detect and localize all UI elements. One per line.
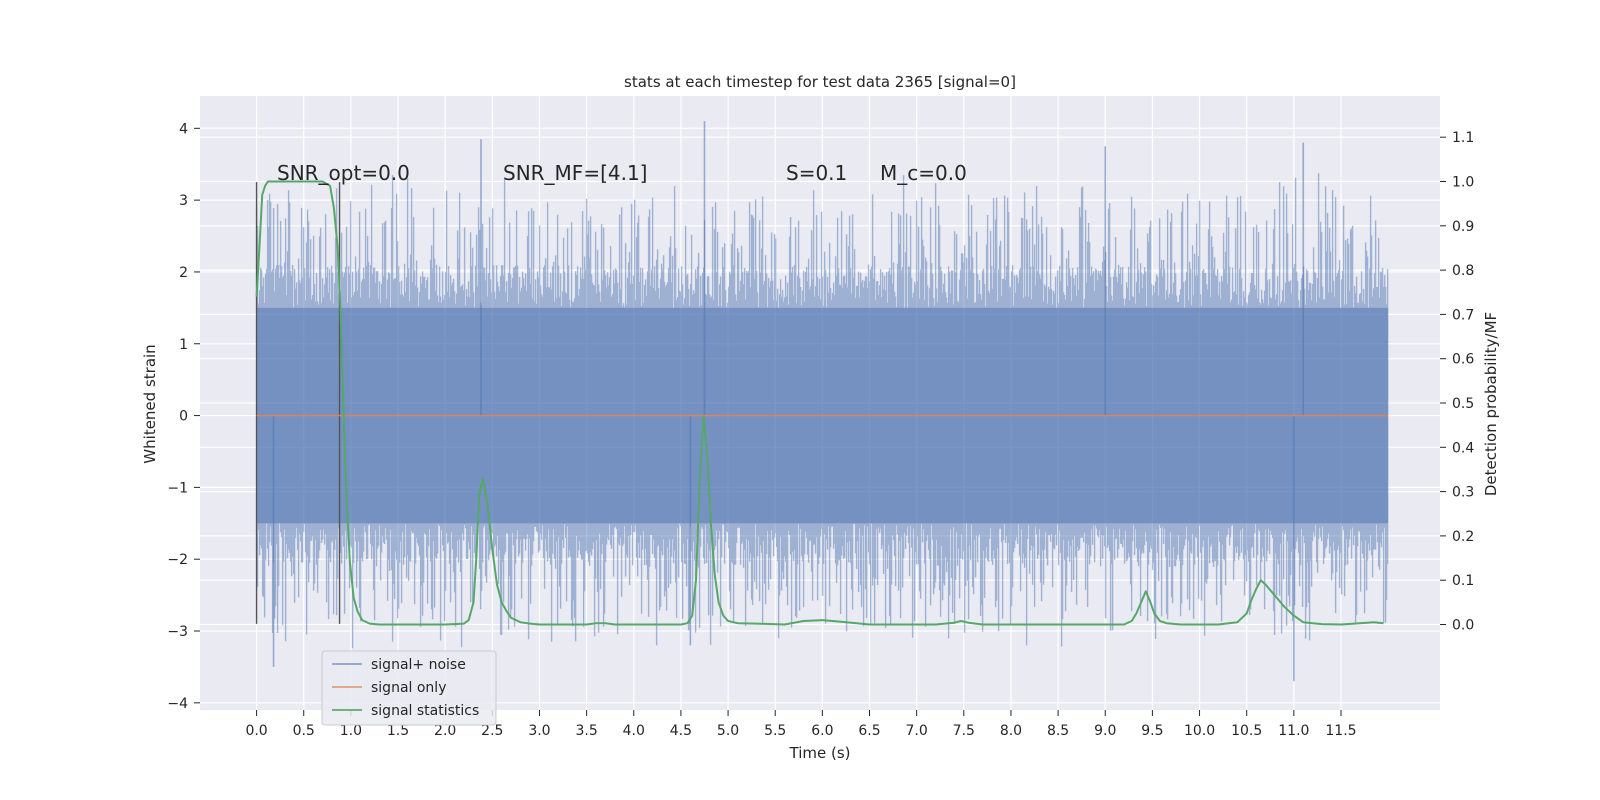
y-left-tick-label: −3 xyxy=(167,624,188,640)
x-tick-label: 8.5 xyxy=(1047,723,1069,739)
x-tick-label: 7.5 xyxy=(953,723,975,739)
marker-lines xyxy=(255,182,341,624)
legend-label: signal statistics xyxy=(371,703,479,719)
y-axis-right-title: Detection probability/MF xyxy=(1482,312,1500,496)
x-tick-label: 9.5 xyxy=(1141,723,1163,739)
annotations: SNR_opt=0.0 SNR_MF=[4.1] S=0.1 M_c=0.0 xyxy=(277,161,967,185)
legend: signal+ noise signal only signal statistic… xyxy=(321,650,497,726)
y-left-tick-label: 1 xyxy=(179,337,188,353)
y-right-tick-label: 0.5 xyxy=(1452,396,1474,412)
y-right-tick-label: 0.1 xyxy=(1452,573,1474,589)
x-tick-label: 11.5 xyxy=(1325,723,1356,739)
y-left-tick-label: 2 xyxy=(179,265,188,281)
x-axis-title: Time (s) xyxy=(789,744,851,762)
x-tick-label: 7.0 xyxy=(906,723,928,739)
y-left-tick-label: −4 xyxy=(167,696,188,712)
y-right-tick-label: 0.4 xyxy=(1452,440,1474,456)
chart-title: stats at each timestep for test data 236… xyxy=(624,73,1016,91)
x-tick-label: 11.0 xyxy=(1278,723,1309,739)
legend-label: signal only xyxy=(371,680,446,696)
y-right-tick-label: 0.7 xyxy=(1452,307,1474,323)
y-axis-left-ticks: −4 −3 −2 −1 0 1 2 3 4 xyxy=(167,121,200,712)
x-tick-label: 1.0 xyxy=(340,723,362,739)
annotation-snr-opt: SNR_opt=0.0 xyxy=(277,161,410,185)
y-left-tick-label: 4 xyxy=(179,121,188,137)
x-tick-label: 2.5 xyxy=(481,723,503,739)
annotation-snr-mf: SNR_MF=[4.1] xyxy=(503,161,647,185)
y-axis-left-title: Whitened strain xyxy=(141,344,159,463)
x-tick-label: 6.5 xyxy=(858,723,880,739)
legend-label: signal+ noise xyxy=(371,657,466,673)
y-right-tick-label: 1.0 xyxy=(1452,174,1474,190)
x-axis-ticks: 0.0 0.5 1.0 1.5 2.0 2.5 3.0 3.5 4.0 4.5 5.0 5.5 6.0 6… xyxy=(245,710,1357,739)
y-right-tick-label: 0.2 xyxy=(1452,529,1474,545)
x-tick-label: 1.5 xyxy=(387,723,409,739)
x-tick-label: 0.5 xyxy=(293,723,315,739)
x-tick-label: 5.0 xyxy=(717,723,739,739)
x-tick-label: 3.0 xyxy=(528,723,550,739)
x-tick-label: 8.0 xyxy=(1000,723,1022,739)
y-axis-right-ticks: 0.0 0.1 0.2 0.3 0.4 0.5 0.6 0.7 0.8 0.9 1.0 1.1 xyxy=(1440,130,1474,634)
annotation-mc: M_c=0.0 xyxy=(880,161,967,185)
signal-statistics-line xyxy=(255,180,1384,626)
x-tick-label: 3.5 xyxy=(575,723,597,739)
y-right-tick-label: 0.3 xyxy=(1452,485,1474,501)
x-tick-label: 6.0 xyxy=(811,723,833,739)
x-tick-label: 2.0 xyxy=(434,723,456,739)
y-right-tick-label: 1.1 xyxy=(1452,130,1474,146)
x-tick-label: 5.5 xyxy=(764,723,786,739)
x-tick-label: 9.0 xyxy=(1094,723,1116,739)
x-tick-label: 10.0 xyxy=(1184,723,1215,739)
annotation-s: S=0.1 xyxy=(786,161,847,185)
y-right-tick-label: 0.9 xyxy=(1452,219,1474,235)
x-tick-label: 4.0 xyxy=(623,723,645,739)
y-left-tick-label: 0 xyxy=(179,409,188,425)
series-signal-statistics xyxy=(255,180,1384,626)
x-tick-label: 0.0 xyxy=(245,723,267,739)
y-left-tick-label: 3 xyxy=(179,193,188,209)
y-right-tick-label: 0.0 xyxy=(1452,618,1474,634)
x-tick-label: 10.5 xyxy=(1231,723,1262,739)
y-right-tick-label: 0.6 xyxy=(1452,352,1474,368)
x-tick-label: 4.5 xyxy=(670,723,692,739)
y-right-tick-label: 0.8 xyxy=(1452,263,1474,279)
y-left-tick-label: −1 xyxy=(167,480,188,496)
legend-box xyxy=(321,650,497,726)
y-left-tick-label: −2 xyxy=(167,552,188,568)
